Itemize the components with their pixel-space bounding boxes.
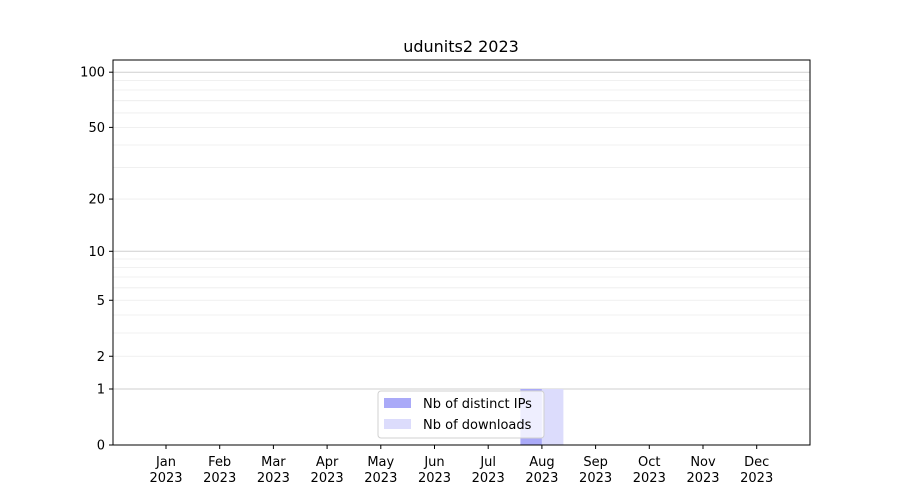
y-tick-label: 10 bbox=[88, 245, 105, 260]
x-tick-label-month: Dec bbox=[744, 455, 769, 470]
x-tick-label-month: Jan bbox=[155, 455, 176, 470]
legend-swatch bbox=[384, 419, 411, 429]
y-tick-label: 2 bbox=[97, 350, 105, 365]
legend-label: Nb of downloads bbox=[423, 418, 532, 433]
x-tick-label-year: 2023 bbox=[311, 471, 344, 486]
x-tick-label-year: 2023 bbox=[203, 471, 236, 486]
x-tick-label-month: Nov bbox=[690, 455, 716, 470]
x-tick-label-year: 2023 bbox=[525, 471, 558, 486]
x-tick-label-month: Apr bbox=[316, 455, 339, 470]
axes-frame bbox=[112, 59, 811, 446]
x-tick-label-year: 2023 bbox=[364, 471, 397, 486]
x-tick-label-month: Jun bbox=[423, 455, 444, 470]
legend-box bbox=[377, 390, 545, 439]
chart-title: udunits2 2023 bbox=[403, 37, 519, 56]
x-tick-label-year: 2023 bbox=[418, 471, 451, 486]
legend-swatch bbox=[384, 398, 411, 408]
x-tick-label-year: 2023 bbox=[149, 471, 182, 486]
y-tick-label: 0 bbox=[97, 439, 105, 454]
y-tick-label: 1 bbox=[97, 383, 105, 398]
x-tick-label-year: 2023 bbox=[686, 471, 719, 486]
x-tick-label-month: Jul bbox=[479, 455, 496, 470]
bar-downloads bbox=[541, 389, 564, 445]
y-tick-label: 5 bbox=[97, 294, 105, 309]
y-tick-label: 50 bbox=[88, 121, 105, 136]
x-tick-label-year: 2023 bbox=[257, 471, 290, 486]
y-tick-label: 100 bbox=[80, 66, 105, 81]
x-tick-label-month: May bbox=[367, 455, 394, 470]
x-tick-label-month: Mar bbox=[261, 455, 286, 470]
x-tick-label-year: 2023 bbox=[633, 471, 666, 486]
x-tick-label-month: Oct bbox=[638, 455, 660, 470]
x-tick-label-year: 2023 bbox=[740, 471, 773, 486]
x-tick-label-year: 2023 bbox=[579, 471, 612, 486]
x-tick-label-month: Feb bbox=[208, 455, 231, 470]
y-tick-label: 20 bbox=[88, 193, 105, 208]
x-tick-label-month: Sep bbox=[583, 455, 608, 470]
legend-label: Nb of distinct IPs bbox=[423, 397, 532, 412]
legend: Nb of distinct IPs Nb of downloads bbox=[377, 390, 545, 439]
x-tick-label-month: Aug bbox=[529, 455, 554, 470]
x-tick-label-year: 2023 bbox=[472, 471, 505, 486]
